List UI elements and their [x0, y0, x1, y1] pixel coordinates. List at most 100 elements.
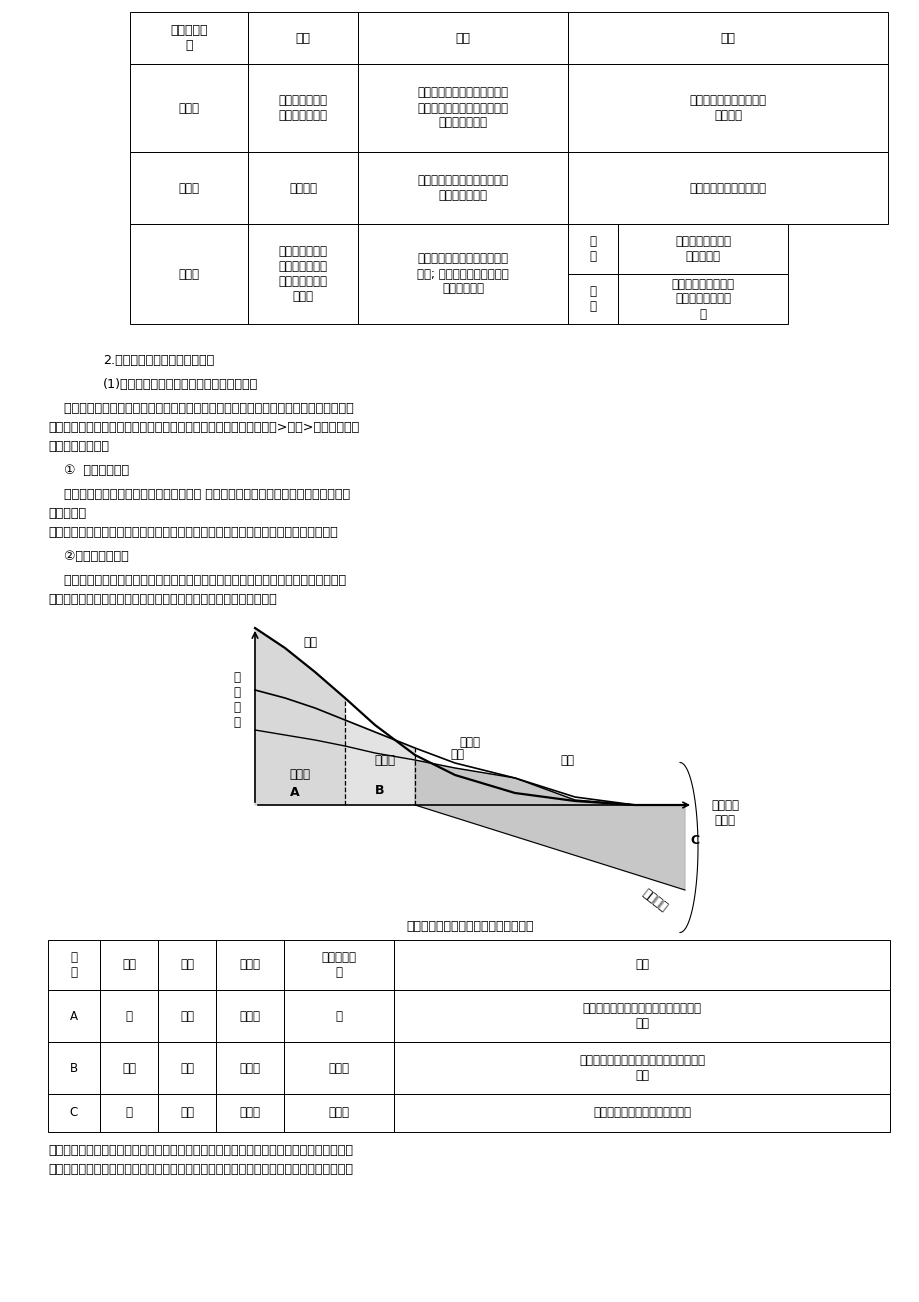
Text: 字
母: 字 母: [71, 950, 77, 979]
Bar: [100, 990, 158, 1042]
Text: B: B: [375, 784, 384, 797]
Text: 下图是从距离市中心的远近方面来看地租水平。地租随着距市中心的距离的增加而降: 下图是从距离市中心的远近方面来看地租水平。地租随着距市中心的距离的增加而降: [48, 574, 346, 587]
Bar: [357, 152, 567, 224]
Text: 2.影响城市内部空间结构的因素: 2.影响城市内部空间结构的因素: [103, 354, 214, 367]
Text: 综合以上付租能力和地租两方面的因素：一般在地租最高峰的市中心和地租次高峰的道路相: 综合以上付租能力和地租两方面的因素：一般在地租最高峰的市中心和地租次高峰的道路相: [48, 1144, 353, 1157]
Text: 住宅区: 住宅区: [178, 267, 199, 280]
Text: 建筑质量上，高级与低级住宅
分化; 位置上，高于与低级住
宅区背向发展: 建筑质量上，高级与低级住宅 分化; 位置上，高于与低级住 宅区背向发展: [416, 253, 508, 296]
Bar: [357, 12, 567, 64]
Text: 不断向市区外缘移动，并趋向
沿主要交通干线: 不断向市区外缘移动，并趋向 沿主要交通干线: [417, 174, 508, 202]
Text: 内城、工业区附近，
与低地、工业区联
系: 内城、工业区附近， 与低地、工业区联 系: [671, 277, 733, 320]
Text: 住宅区: 住宅区: [374, 754, 395, 767]
Bar: [393, 1094, 889, 1131]
Bar: [248, 152, 357, 224]
Text: A: A: [289, 786, 300, 799]
Text: A: A: [70, 1009, 78, 1022]
Bar: [158, 1094, 216, 1131]
Text: 主要功能分
区: 主要功能分 区: [170, 23, 208, 52]
Text: 各类土地利用付租能力随距离递减示意: 各类土地利用付租能力随距离递减示意: [406, 921, 533, 934]
Text: 商业区: 商业区: [178, 102, 199, 115]
Text: 地
租
水
平: 地 租 水 平: [233, 671, 240, 729]
Bar: [158, 940, 216, 990]
Text: 商业: 商业: [302, 635, 317, 648]
Text: B: B: [70, 1061, 78, 1074]
Text: 较低: 较低: [180, 1107, 194, 1120]
Text: 陡: 陡: [335, 1009, 342, 1022]
Text: 中等: 中等: [122, 1061, 136, 1074]
Text: 土地利用: 土地利用: [640, 887, 669, 914]
Text: 城市外缘与高坡、
文化区联系: 城市外缘与高坡、 文化区联系: [675, 234, 731, 263]
Text: 距市中心的距离对住宅影响小，地租变化
较小: 距市中心的距离对住宅影响小，地租变化 较小: [578, 1055, 704, 1082]
Bar: [216, 940, 284, 990]
Polygon shape: [255, 628, 345, 805]
Text: 低；城市边缘交通便捷程度最差，地租最低。地租高低不同，因而形成不同的功能区。: 低；城市边缘交通便捷程度最差，地租最低。地租高低不同，因而形成不同的功能区。: [48, 526, 337, 539]
Bar: [567, 273, 618, 324]
Text: 高
级: 高 级: [589, 234, 596, 263]
Text: 如图所示，市中心交通最便捷，地租最高 城市环线与公路干线交会处交通便捷程度次: 如图所示，市中心交通最便捷，地租最高 城市环线与公路干线交会处交通便捷程度次: [48, 488, 350, 501]
Text: 商业区: 商业区: [289, 768, 311, 781]
Bar: [100, 1042, 158, 1094]
Bar: [357, 224, 567, 324]
Text: 成因: 成因: [634, 958, 648, 971]
Text: 占地面积小、呈
点状或条状分布: 占地面积小、呈 点状或条状分布: [278, 94, 327, 122]
Polygon shape: [414, 760, 685, 891]
Text: 特征: 特征: [455, 31, 470, 44]
Bar: [130, 64, 248, 152]
Bar: [130, 152, 248, 224]
Text: 远: 远: [125, 1107, 132, 1120]
Text: 与市中心
的距离: 与市中心 的距离: [710, 799, 738, 827]
Text: C: C: [689, 833, 698, 846]
Bar: [248, 224, 357, 324]
Bar: [618, 224, 788, 273]
Text: C: C: [70, 1107, 78, 1120]
Text: 对应地租曲
线: 对应地租曲 线: [321, 950, 357, 979]
Text: 中等: 中等: [180, 1061, 194, 1074]
Text: 集聚成片: 集聚成片: [289, 181, 317, 194]
Text: 低，且商业、住宅、工业的付租能力随空间的变化呈现不同的趋势。: 低，且商业、住宅、工业的付租能力随空间的变化呈现不同的趋势。: [48, 592, 277, 605]
Text: 市中心，交通干线两侧、
街角路口: 市中心，交通干线两侧、 街角路口: [688, 94, 766, 122]
Bar: [284, 990, 393, 1042]
Text: 低
级: 低 级: [589, 285, 596, 312]
Text: 较平缓: 较平缓: [328, 1061, 349, 1074]
Bar: [100, 1094, 158, 1131]
Text: ①  交通便捷程度: ① 交通便捷程度: [48, 464, 129, 477]
Text: 商业区: 商业区: [239, 1009, 260, 1022]
Text: 距离: 距离: [122, 958, 136, 971]
Bar: [100, 940, 158, 990]
Text: 距市中心的距离对商业影响大，地租变
化大: 距市中心的距离对商业影响大，地租变 化大: [582, 1003, 701, 1030]
Bar: [248, 12, 357, 64]
Text: 形态: 形态: [295, 31, 311, 44]
Text: 最平缓: 最平缓: [328, 1107, 349, 1120]
Text: 功能区: 功能区: [239, 958, 260, 971]
Bar: [48, 940, 100, 990]
Text: 位置: 位置: [720, 31, 734, 44]
Bar: [567, 224, 618, 273]
Text: 住宅区: 住宅区: [239, 1061, 260, 1074]
Text: (1)经济因素是影响城市内部结构的主要因素: (1)经济因素是影响城市内部结构的主要因素: [103, 378, 258, 391]
Text: 距市中心的距离对工业影响最小: 距市中心的距离对工业影响最小: [593, 1107, 690, 1120]
Bar: [130, 12, 248, 64]
Bar: [618, 273, 788, 324]
Text: 近: 近: [125, 1009, 132, 1022]
Bar: [158, 990, 216, 1042]
Text: 工业区: 工业区: [178, 181, 199, 194]
Text: ②距离市中心远近: ②距离市中心远近: [48, 549, 129, 562]
Bar: [357, 64, 567, 152]
Bar: [567, 12, 887, 64]
Text: 租高低的因素有：: 租高低的因素有：: [48, 440, 108, 453]
Bar: [48, 990, 100, 1042]
Text: 工业区: 工业区: [239, 1107, 260, 1120]
Bar: [393, 990, 889, 1042]
Bar: [393, 1042, 889, 1094]
Text: 因为城市的每一块土地究竟用于哪种经济活动，主要取决于各种经济活动愿意付给该块: 因为城市的每一块土地究竟用于哪种经济活动，主要取决于各种经济活动愿意付给该块: [48, 402, 354, 415]
Text: 经济活动最繁忙；人口数量昼
夜差别大，建筑物高大稠密；
内部有明显分区: 经济活动最繁忙；人口数量昼 夜差别大，建筑物高大稠密； 内部有明显分区: [417, 86, 508, 129]
Text: 住宅: 住宅: [449, 749, 463, 762]
Bar: [216, 990, 284, 1042]
Text: 之，地租稍: 之，地租稍: [48, 506, 86, 519]
Bar: [216, 1094, 284, 1131]
Bar: [48, 1042, 100, 1094]
Bar: [284, 1042, 393, 1094]
Bar: [567, 64, 887, 152]
Text: 土地租金的高低。不同功能活动的付租能力是有差别的，一般是商业>住宅>工业。影响地: 土地租金的高低。不同功能活动的付租能力是有差别的，一般是商业>住宅>工业。影响地: [48, 421, 358, 434]
Text: 地租: 地租: [180, 958, 194, 971]
